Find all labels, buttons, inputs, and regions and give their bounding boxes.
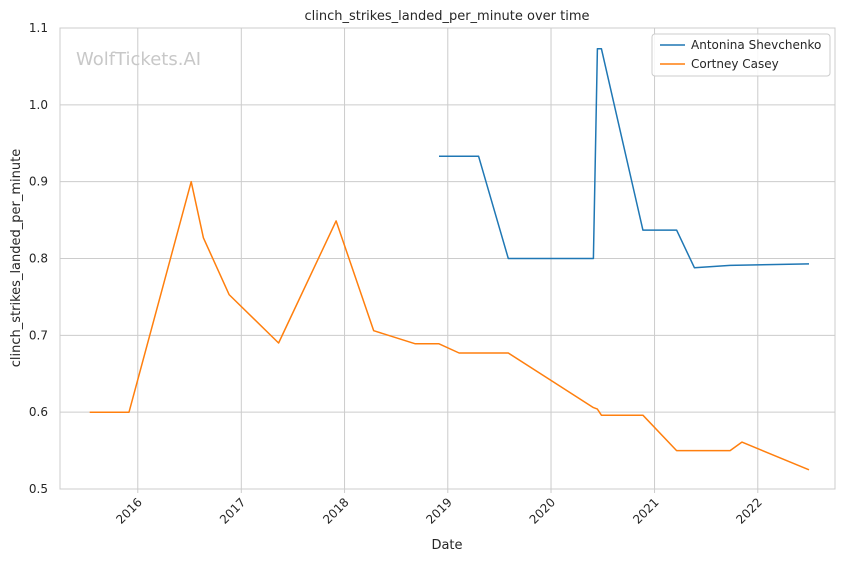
x-tick-label: 2019 <box>423 495 454 526</box>
y-tick-label: 1.0 <box>29 98 48 112</box>
x-axis-label: Date <box>431 538 462 553</box>
y-tick-labels: 0.5 0.6 0.7 0.8 0.9 1.0 1.1 <box>29 21 48 496</box>
chart-title: clinch_strikes_landed_per_minute over ti… <box>304 9 589 24</box>
x-tick-label: 2018 <box>320 495 351 526</box>
legend-label-shevchenko: Antonina Shevchenko <box>691 38 821 52</box>
y-tick-label: 1.1 <box>29 21 48 35</box>
y-axis-label: clinch_strikes_landed_per_minute <box>9 149 24 367</box>
x-tick-labels: 2016 2017 2018 2019 2020 2021 2022 <box>113 489 765 527</box>
series-line-shevchenko <box>439 47 810 269</box>
x-tick-label: 2021 <box>630 495 661 526</box>
legend: Antonina Shevchenko Cortney Casey <box>651 33 831 77</box>
x-tick-label: 2017 <box>217 495 248 526</box>
watermark: WolfTickets.AI <box>76 49 201 70</box>
y-tick-label: 0.9 <box>29 175 48 189</box>
legend-label-casey: Cortney Casey <box>691 57 779 71</box>
y-tick-label: 0.7 <box>29 328 48 342</box>
legend-box <box>651 33 831 77</box>
y-tick-label: 0.6 <box>29 405 48 419</box>
y-tick-label: 0.8 <box>29 252 48 266</box>
x-tick-label: 2016 <box>113 495 144 526</box>
x-tick-label: 2020 <box>527 495 558 526</box>
x-tick-label: 2022 <box>733 495 764 526</box>
series-line-casey <box>89 180 810 471</box>
y-tick-label: 0.5 <box>29 482 48 496</box>
series-layer <box>89 47 810 471</box>
